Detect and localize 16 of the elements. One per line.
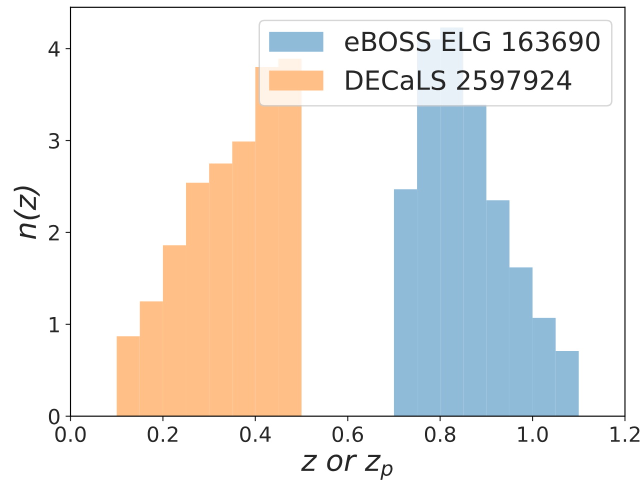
x-tick-label: 1.2 [610, 426, 640, 442]
x-axis-title: z or z$_{p}$ [301, 454, 393, 480]
x-tick-label: 0.0 [55, 426, 86, 442]
legend-label: DECaLS 2597924 [346, 70, 572, 90]
y-tick-label: 2 [49, 224, 59, 240]
y-tick-label: 3 [49, 132, 60, 149]
y-axis-title: n(z) [14, 186, 40, 239]
y-tick-label: 0 [48, 408, 60, 424]
y-tick-label: 4 [48, 41, 60, 57]
x-tick-label: 0.4 [240, 426, 271, 442]
legend-label: eBOSS ELG 163690 [345, 31, 600, 52]
x-tick-label: 1.0 [518, 426, 548, 442]
x-tick-label: 0.6 [332, 426, 363, 442]
y-tick-label: 1 [50, 317, 59, 332]
x-tick-label: 0.8 [424, 426, 456, 442]
x-tick-label: 0.2 [148, 426, 178, 442]
